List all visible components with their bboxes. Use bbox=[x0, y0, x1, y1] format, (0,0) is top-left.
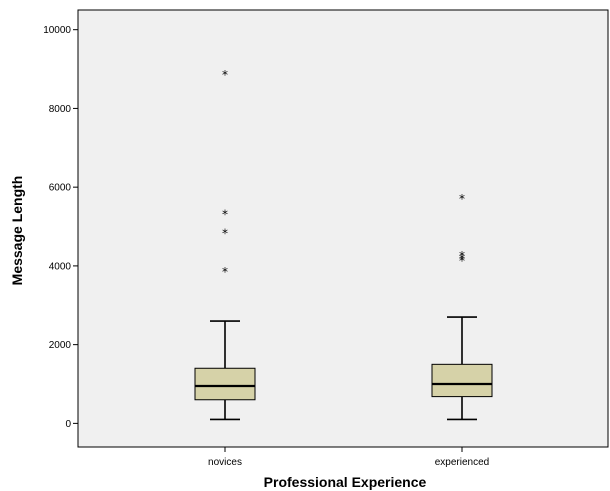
outlier-marker: * bbox=[459, 252, 465, 266]
y-tick-label: 6000 bbox=[49, 183, 72, 194]
iqr-box bbox=[431, 363, 493, 398]
outlier-marker: * bbox=[459, 192, 465, 206]
outlier-marker: * bbox=[222, 227, 228, 241]
y-axis-title: Message Length bbox=[9, 176, 25, 286]
y-tick-label: 0 bbox=[65, 419, 71, 430]
iqr-box bbox=[194, 367, 256, 401]
x-tick-label: novices bbox=[208, 457, 242, 468]
y-tick-label: 4000 bbox=[49, 261, 72, 272]
y-tick-label: 10000 bbox=[43, 25, 71, 36]
outlier-marker: * bbox=[222, 265, 228, 279]
x-axis-title: Professional Experience bbox=[264, 474, 427, 490]
outlier-marker: * bbox=[459, 254, 465, 268]
box-novices: * * * * bbox=[194, 68, 256, 421]
y-tick-label: 2000 bbox=[49, 340, 72, 351]
x-tick-label: experienced bbox=[435, 457, 489, 468]
box-experienced: **** bbox=[431, 192, 493, 421]
plot-area bbox=[77, 9, 609, 448]
x-axis: novices experienced bbox=[208, 447, 489, 468]
y-tick-label: 8000 bbox=[49, 104, 72, 115]
y-axis: 0 2000 4000 6000 8000 10000 bbox=[43, 25, 78, 430]
outlier-marker: * bbox=[222, 68, 228, 82]
outlier-marker: * bbox=[222, 208, 228, 222]
boxes: ******** bbox=[194, 68, 493, 421]
outlier-marker: * bbox=[459, 249, 465, 263]
